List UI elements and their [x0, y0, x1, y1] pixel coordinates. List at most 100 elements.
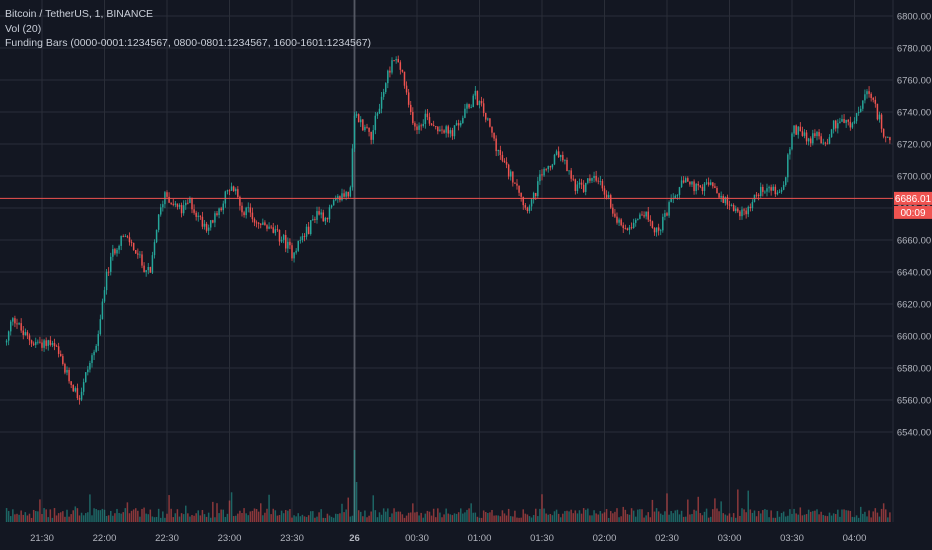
- candle-body: [337, 196, 339, 198]
- volume-bar: [255, 509, 258, 522]
- volume-bar: [428, 511, 431, 522]
- candle-body: [799, 126, 802, 132]
- candle-body: [99, 319, 102, 335]
- candle-body: [847, 119, 849, 122]
- candle-body: [457, 123, 460, 126]
- candle-body: [382, 92, 385, 97]
- candle-body: [103, 290, 106, 302]
- candle-body: [224, 191, 227, 204]
- volume-bar: [339, 513, 341, 522]
- volume-bar: [455, 513, 458, 522]
- candle-body: [741, 209, 743, 217]
- candle-body: [362, 119, 364, 131]
- candle-body: [805, 132, 808, 142]
- candle-body: [620, 219, 622, 226]
- price-tick-label: 6660.00: [897, 236, 931, 247]
- volume-bar: [776, 511, 779, 522]
- volume-bar: [399, 511, 402, 522]
- candle-body: [426, 113, 429, 118]
- candle-body: [607, 195, 610, 198]
- volume-bar: [201, 510, 204, 522]
- volume-bar: [412, 503, 414, 522]
- volume-bar: [699, 513, 702, 522]
- volume-bar: [720, 501, 722, 522]
- last-price-marker: 6686.01 00:09: [0, 191, 932, 219]
- candle-body: [609, 195, 612, 208]
- volume-bar: [432, 508, 435, 522]
- candle-body: [66, 369, 68, 373]
- volume-bar: [841, 509, 843, 522]
- candle-body: [564, 160, 566, 161]
- volume-bar: [20, 510, 22, 522]
- volume-bar: [741, 508, 743, 522]
- volume-bar: [364, 510, 366, 522]
- candle-body: [247, 207, 249, 209]
- volume-bar: [151, 516, 154, 522]
- volume-bar: [718, 511, 720, 522]
- candle-body: [253, 219, 256, 223]
- volume-bar: [43, 508, 45, 522]
- volume-indicator-label[interactable]: Vol (20): [5, 22, 42, 35]
- volume-bar: [472, 512, 474, 522]
- candle-body: [605, 194, 608, 198]
- candle-body: [841, 119, 843, 122]
- volume-bar: [647, 512, 649, 522]
- candle-body: [257, 222, 260, 224]
- funding-indicator-label[interactable]: Funding Bars (0000-0001:1234567, 0800-08…: [5, 37, 372, 49]
- candle-body: [82, 382, 85, 392]
- volume-bar: [489, 512, 491, 522]
- volume-bar: [245, 513, 247, 522]
- price-tick-label: 6700.00: [897, 172, 931, 183]
- volume-bar: [537, 516, 539, 522]
- volume-bar: [766, 509, 768, 522]
- time-tick-label: 22:30: [155, 533, 179, 544]
- candle-body: [393, 60, 395, 62]
- volume-histogram: [5, 450, 891, 522]
- candle-body: [568, 170, 570, 172]
- candle-body: [447, 126, 449, 134]
- candle-body: [122, 236, 124, 237]
- candle-body: [278, 229, 281, 242]
- volume-bar: [782, 511, 785, 522]
- candle-body: [70, 381, 72, 385]
- candle-body: [555, 151, 558, 155]
- volume-bar: [212, 501, 214, 522]
- candle-body: [639, 214, 641, 219]
- volume-bar: [851, 516, 854, 522]
- candle-body: [284, 235, 287, 249]
- volume-bar: [730, 517, 733, 522]
- time-axis[interactable]: 21:30 22:00 22:30 23:00 23:30 26 00:30 01:00 01:…: [30, 533, 866, 544]
- candle-body: [464, 108, 466, 118]
- volume-bar: [882, 503, 885, 522]
- candle-body: [491, 126, 493, 133]
- volume-bar: [874, 508, 877, 522]
- volume-bar: [74, 506, 77, 522]
- candle-body: [35, 341, 37, 345]
- candle-body: [422, 123, 424, 126]
- candle-body: [324, 217, 327, 222]
- volume-bar: [91, 515, 93, 522]
- price-tick-label: 6760.00: [897, 76, 931, 87]
- volume-bar: [582, 508, 585, 522]
- time-tick-label: 26: [349, 533, 360, 544]
- volume-bar: [347, 497, 349, 522]
- candle-body: [657, 227, 660, 231]
- volume-bar: [159, 517, 162, 522]
- candle-body: [812, 133, 814, 144]
- candle-body: [462, 117, 464, 124]
- candle-body: [193, 209, 195, 213]
- candle-body: [320, 212, 322, 215]
- volume-bar: [778, 516, 781, 522]
- volume-bar: [576, 513, 579, 522]
- volume-bar: [128, 513, 131, 522]
- volume-bar: [207, 512, 210, 522]
- candle-body: [37, 341, 39, 343]
- candle-body: [668, 202, 670, 216]
- volume-bar: [826, 516, 829, 522]
- symbol-title[interactable]: Bitcoin / TetherUS, 1, BINANCE: [5, 8, 154, 20]
- volume-bar: [266, 508, 268, 522]
- candle-body: [562, 154, 564, 161]
- candle-body: [30, 340, 33, 344]
